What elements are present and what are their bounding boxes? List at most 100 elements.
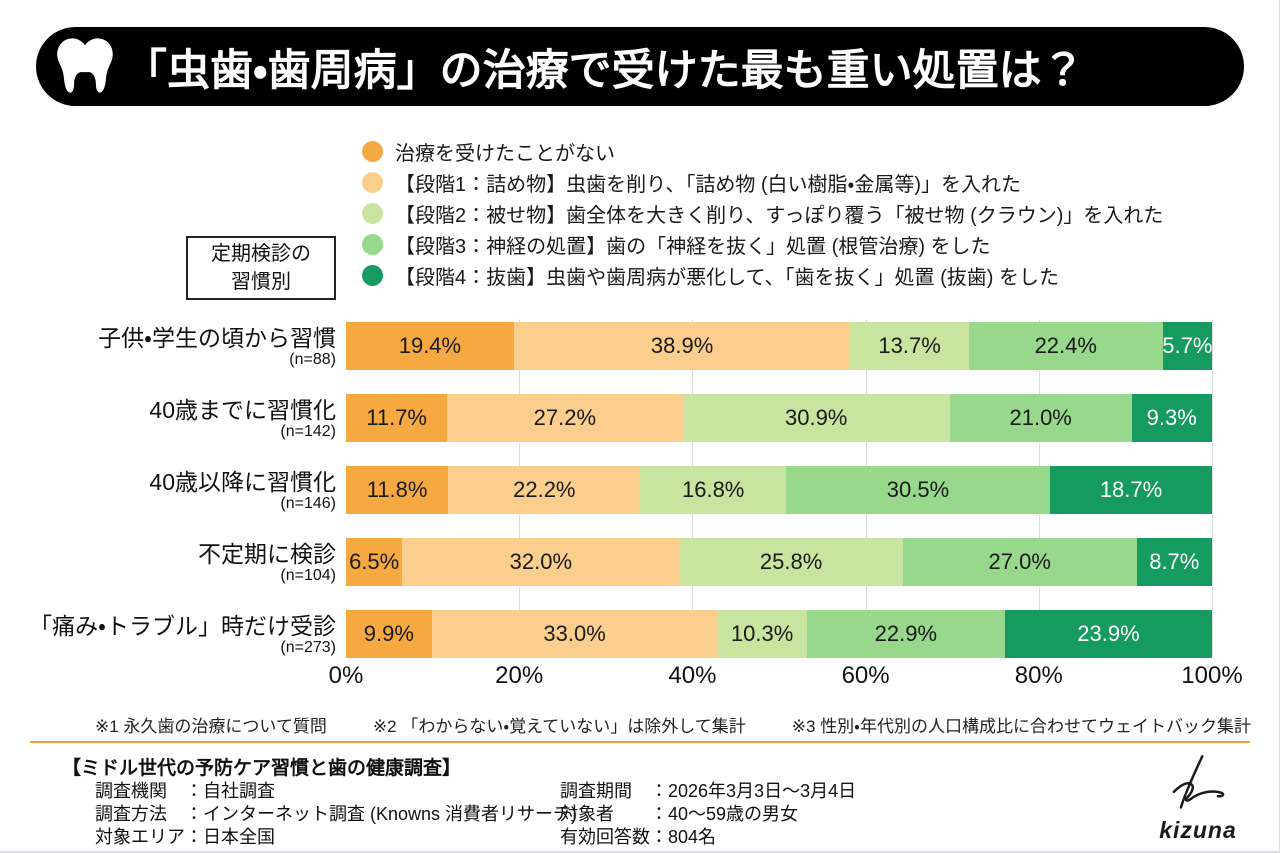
- survey-period: 調査期間 ：2026年3月3日～3月4日: [560, 781, 857, 801]
- bar-value-label: 27.0%: [988, 549, 1051, 574]
- category-label: 子供・学生の頃から習慣 (n=88): [0, 322, 336, 372]
- bar-segment: 5.7%: [1162, 322, 1213, 370]
- bar-value-label: 25.8%: [759, 549, 823, 574]
- legend-color-dot: [362, 172, 383, 193]
- bar-segment: 9.3%: [1131, 394, 1212, 442]
- bar-value-label: 22.9%: [874, 621, 938, 646]
- bar-value-label: 11.8%: [366, 477, 428, 502]
- bar-segment: 38.9%: [513, 322, 851, 370]
- bar-segment: 21.0%: [949, 394, 1132, 442]
- brand-logo: kizuna: [1128, 752, 1268, 846]
- legend-item: 【段階1：詰め物】虫歯を削り、「詰め物 (白い樹脂・金属等)」を入れた: [362, 167, 1163, 198]
- bar-segment: 6.5%: [346, 538, 403, 586]
- category-label: 不定期に検診 (n=104): [0, 538, 336, 588]
- bar-value-label: 32.0%: [509, 549, 573, 574]
- bar-segment: 22.4%: [968, 322, 1163, 370]
- category-label-text: 子供・学生の頃から習慣: [98, 324, 336, 351]
- bar-segment: 30.9%: [682, 394, 950, 442]
- category-sample-size: (n=104): [280, 566, 336, 584]
- survey-area: 対象エリア：日本全国: [95, 827, 275, 847]
- category-label: 「痛み・トラブル」時だけ受診 (n=273): [0, 610, 336, 660]
- legend-label: 治療を受けたことがない: [395, 143, 615, 165]
- footnote-2: ※2 「わからない・覚えていない」は除外して集計: [372, 717, 746, 736]
- bar-value-label: 8.7%: [1149, 549, 1200, 574]
- bar-segment: 30.5%: [785, 466, 1051, 514]
- bar-segment: 22.2%: [448, 466, 641, 514]
- bar-value-label: 38.9%: [650, 333, 714, 358]
- bar-value-label: 9.3%: [1146, 405, 1197, 430]
- bar-segment: 19.4%: [346, 322, 514, 370]
- bar-value-label: 27.2%: [533, 405, 597, 430]
- category-sample-size: (n=88): [289, 350, 336, 368]
- bar-value-label: 5.7%: [1162, 333, 1213, 358]
- bar-value-label: 11.7%: [366, 405, 427, 430]
- bar-value-label: 23.9%: [1077, 621, 1140, 646]
- bar-segment: 9.9%: [346, 610, 432, 658]
- bar-row: 9.9% 33.0% 10.3% 22.9% 23.9%: [346, 610, 1212, 658]
- bar-value-label: 6.5%: [349, 549, 400, 574]
- survey-responses: 有効回答数：804名: [560, 827, 717, 847]
- kizuna-signature-icon: [1172, 755, 1225, 809]
- survey-info-left: 調査機関 ：自社調査 調査方法 ：インターネット調査 (Knowns 消費者リサ…: [95, 780, 577, 849]
- footnote-3: ※3 性別・年代別の人口構成比に合わせてウェイトバック集計: [791, 717, 1251, 736]
- row-labels: 子供・学生の頃から習慣 (n=88) 40歳までに習慣化 (n=142) 40歳以降に習…: [0, 322, 340, 682]
- page-title: 「虫歯・歯周病」の治療で受けた最も重い処置は？: [124, 46, 1085, 95]
- bar-segment: 27.0%: [902, 538, 1137, 586]
- category-label: 40歳以降に習慣化 (n=146): [0, 466, 336, 516]
- grid-line: [1212, 320, 1213, 657]
- category-label-text: 「痛み・トラブル」時だけ受診: [29, 612, 336, 639]
- footnotes: ※1 永久歯の治療について質問 ※2 「わからない・覚えていない」は除外して集計…: [95, 712, 1251, 737]
- bar-value-label: 30.5%: [886, 477, 950, 502]
- footnote-1: ※1 永久歯の治療について質問: [95, 717, 327, 736]
- bar-segment: 10.3%: [717, 610, 807, 658]
- category-label-text: 40歳以降に習慣化: [149, 468, 336, 495]
- bar-segment: 11.8%: [346, 466, 449, 514]
- bar-row: 11.8% 22.2% 16.8% 30.5% 18.7%: [346, 466, 1212, 514]
- bar-value-label: 18.7%: [1099, 477, 1163, 502]
- bar-value-label: 21.0%: [1009, 405, 1072, 430]
- category-label-text: 40歳までに習慣化: [149, 396, 336, 423]
- brand-logo-text: kizuna: [1159, 817, 1237, 843]
- bar-segment: 22.9%: [806, 610, 1005, 658]
- bar-segment: 33.0%: [431, 610, 718, 658]
- bar-segment: 13.7%: [850, 322, 969, 370]
- bar-segment: 18.7%: [1050, 466, 1212, 514]
- group-box-line1: 定期検診の: [211, 243, 311, 265]
- x-tick-label: 80%: [1014, 662, 1063, 689]
- survey-info-right: 調査期間 ：2026年3月3日～3月4日 対象者 ：40～59歳の男女 有効回答…: [560, 780, 856, 849]
- category-sample-size: (n=146): [280, 494, 336, 512]
- bar-segment: 25.8%: [679, 538, 903, 586]
- x-tick-label: 100%: [1181, 662, 1243, 689]
- legend-item: 【段階3：神経の処置】歯の「神経を抜く」処置 (根管治療) をした: [362, 229, 1163, 260]
- bar-value-label: 30.9%: [784, 405, 848, 430]
- legend-label: 【段階3：神経の処置】歯の「神経を抜く」処置 (根管治療) をした: [395, 236, 991, 258]
- bar-row: 6.5% 32.0% 25.8% 27.0% 8.7%: [346, 538, 1212, 586]
- group-box-line2: 習慣別: [231, 271, 291, 293]
- plot-area: 19.4% 38.9% 13.7% 22.4% 5.7% 11.7% 27.2% 30.9% 2…: [329, 320, 1243, 695]
- legend-item: 【段階4：抜歯】虫歯や歯周病が悪化して、「歯を抜く」処置 (抜歯) をした: [362, 260, 1163, 291]
- bar-segment: 8.7%: [1136, 538, 1212, 586]
- bar-value-label: 10.3%: [730, 621, 794, 646]
- divider-line: [30, 741, 1250, 743]
- legend-item: 【段階2：被せ物】歯全体を大きく削り、すっぽり覆う「被せ物 (クラウン)」を入れ…: [362, 198, 1163, 229]
- category-label: 40歳までに習慣化 (n=142): [0, 394, 336, 444]
- bar-value-label: 16.8%: [681, 477, 745, 502]
- legend-color-dot: [362, 141, 383, 162]
- category-label-text: 不定期に検診: [198, 540, 336, 567]
- tooth-icon: [57, 37, 113, 93]
- category-sample-size: (n=142): [280, 422, 336, 440]
- legend: 治療を受けたことがない 【段階1：詰め物】虫歯を削り、「詰め物 (白い樹脂・金属等…: [362, 136, 1163, 291]
- bar-value-label: 22.4%: [1034, 333, 1097, 358]
- x-tick-label: 20%: [495, 662, 544, 689]
- category-sample-size: (n=273): [280, 638, 336, 656]
- bar-segment: 23.9%: [1004, 610, 1212, 658]
- survey-title: 【ミドル世代の予防ケア習慣と歯の健康調査】: [62, 758, 462, 779]
- legend-label: 【段階2：被せ物】歯全体を大きく削り、すっぽり覆う「被せ物 (クラウン)」を入れ…: [395, 205, 1164, 227]
- bars: 19.4% 38.9% 13.7% 22.4% 5.7% 11.7% 27.2% 30.9% 2…: [346, 320, 1213, 658]
- legend-label: 【段階4：抜歯】虫歯や歯周病が悪化して、「歯を抜く」処置 (抜歯) をした: [395, 267, 1059, 289]
- legend-color-dot: [362, 203, 383, 224]
- bar-value-label: 22.2%: [513, 477, 576, 502]
- legend-item: 治療を受けたことがない: [362, 136, 1163, 167]
- x-tick-label: 40%: [668, 662, 717, 689]
